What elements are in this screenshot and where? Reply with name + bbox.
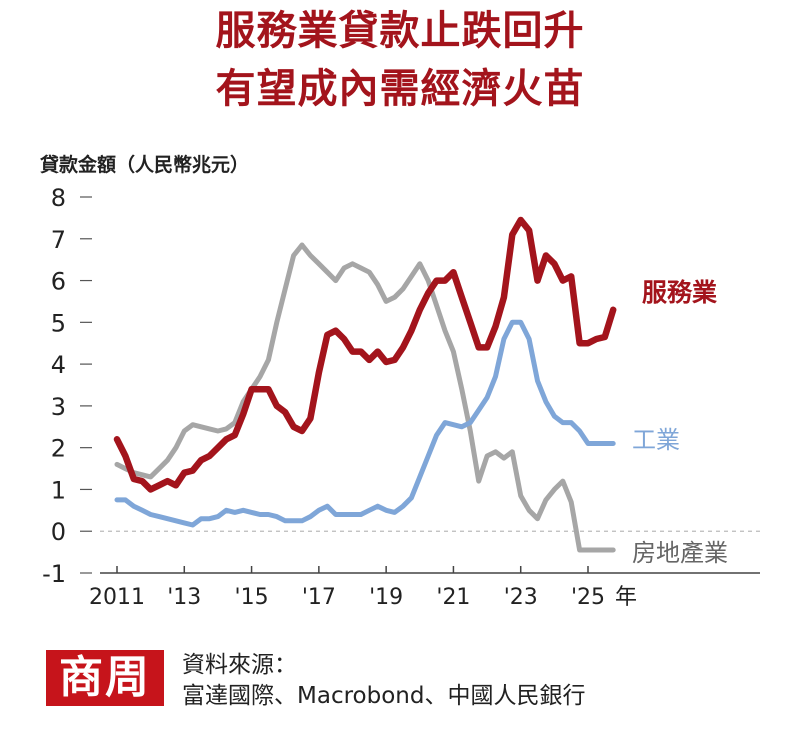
chart-title-line2: 有望成內需經濟火苗: [215, 66, 585, 112]
series-layer: [113, 216, 617, 553]
x-tick-label: 2011: [89, 585, 145, 610]
y-tick-label: 0: [51, 518, 66, 546]
y-axis-label: 貸款金額（人民幣兆元）: [40, 154, 250, 176]
x-unit-label: 年: [615, 585, 637, 610]
y-tick-label: -1: [42, 560, 66, 588]
x-tick-label: '13: [167, 585, 201, 610]
x-tick-label: '25: [571, 585, 605, 610]
y-tick-label: 2: [51, 435, 66, 463]
series-line-services: [113, 216, 617, 493]
series-label-real-estate: 房地產業: [632, 539, 728, 567]
series-labels: 服務業 工業 房地產業: [632, 278, 728, 567]
y-tick-label: 3: [51, 393, 66, 421]
chart-title-line1: 服務業貸款止跌回升: [215, 8, 585, 54]
axes: -1 0 1 2 3 4 5 6 7 8 2011 '13 '15 '17 '19 '21 '23 '25 年: [42, 184, 760, 610]
series-label-services: 服務業: [642, 278, 717, 307]
series-line-industry: [114, 319, 616, 528]
y-tick-label: 5: [51, 309, 66, 337]
x-tick-label: '15: [235, 585, 269, 610]
source-note: 資料來源： 富達國際、Macrobond、中國人民銀行: [182, 650, 585, 712]
y-tick-label: 8: [51, 184, 66, 212]
x-tick-label: '23: [504, 585, 538, 610]
source-label: 資料來源：: [182, 652, 297, 678]
y-tick-label: 1: [51, 476, 66, 504]
y-tick-label: 4: [51, 351, 66, 379]
source-text: 富達國際、Macrobond、中國人民銀行: [182, 683, 586, 709]
series-label-industry: 工業: [632, 426, 680, 454]
publisher-logo: 商周: [46, 650, 164, 706]
x-tick-label: '21: [436, 585, 470, 610]
y-tick-label: 7: [51, 226, 66, 254]
x-tick-label: '19: [369, 585, 403, 610]
series-line-real_estate: [114, 242, 616, 553]
y-tick-label: 6: [51, 268, 66, 296]
x-tick-label: '17: [302, 585, 336, 610]
